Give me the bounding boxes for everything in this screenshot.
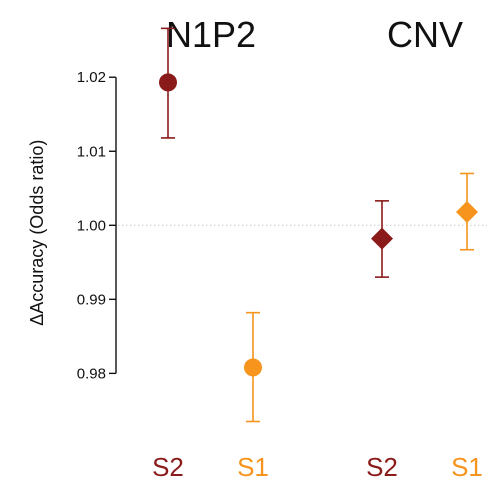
data-point-n1p2-s2	[159, 27, 177, 139]
data-point-cnv-s2	[371, 200, 393, 278]
category-label-s2: S2	[366, 452, 398, 482]
y-tick-label: 1.02	[77, 69, 106, 86]
category-label-s1: S1	[237, 452, 269, 482]
data-point-cnv-s1	[456, 172, 478, 251]
category-label-s1: S1	[451, 452, 483, 482]
point-marker-circle	[159, 73, 177, 92]
point-marker-diamond	[371, 227, 393, 250]
y-axis: 0.98 0.99 1.00 1.01 1.02	[77, 69, 117, 382]
y-tick-label: 1.01	[77, 143, 106, 160]
point-marker-diamond	[456, 200, 478, 223]
y-axis-label: ΔAccuracy (Odds ratio)	[27, 140, 47, 326]
group-title-cnv: CNV	[387, 14, 463, 55]
group-title-n1p2: N1P2	[166, 14, 256, 55]
y-tick-label: 1.00	[77, 217, 106, 234]
y-tick-label: 0.98	[77, 365, 106, 382]
y-tick-label: 0.99	[77, 291, 106, 308]
category-label-s2: S2	[152, 452, 184, 482]
point-marker-circle	[244, 358, 262, 377]
data-point-n1p2-s1	[244, 311, 262, 423]
